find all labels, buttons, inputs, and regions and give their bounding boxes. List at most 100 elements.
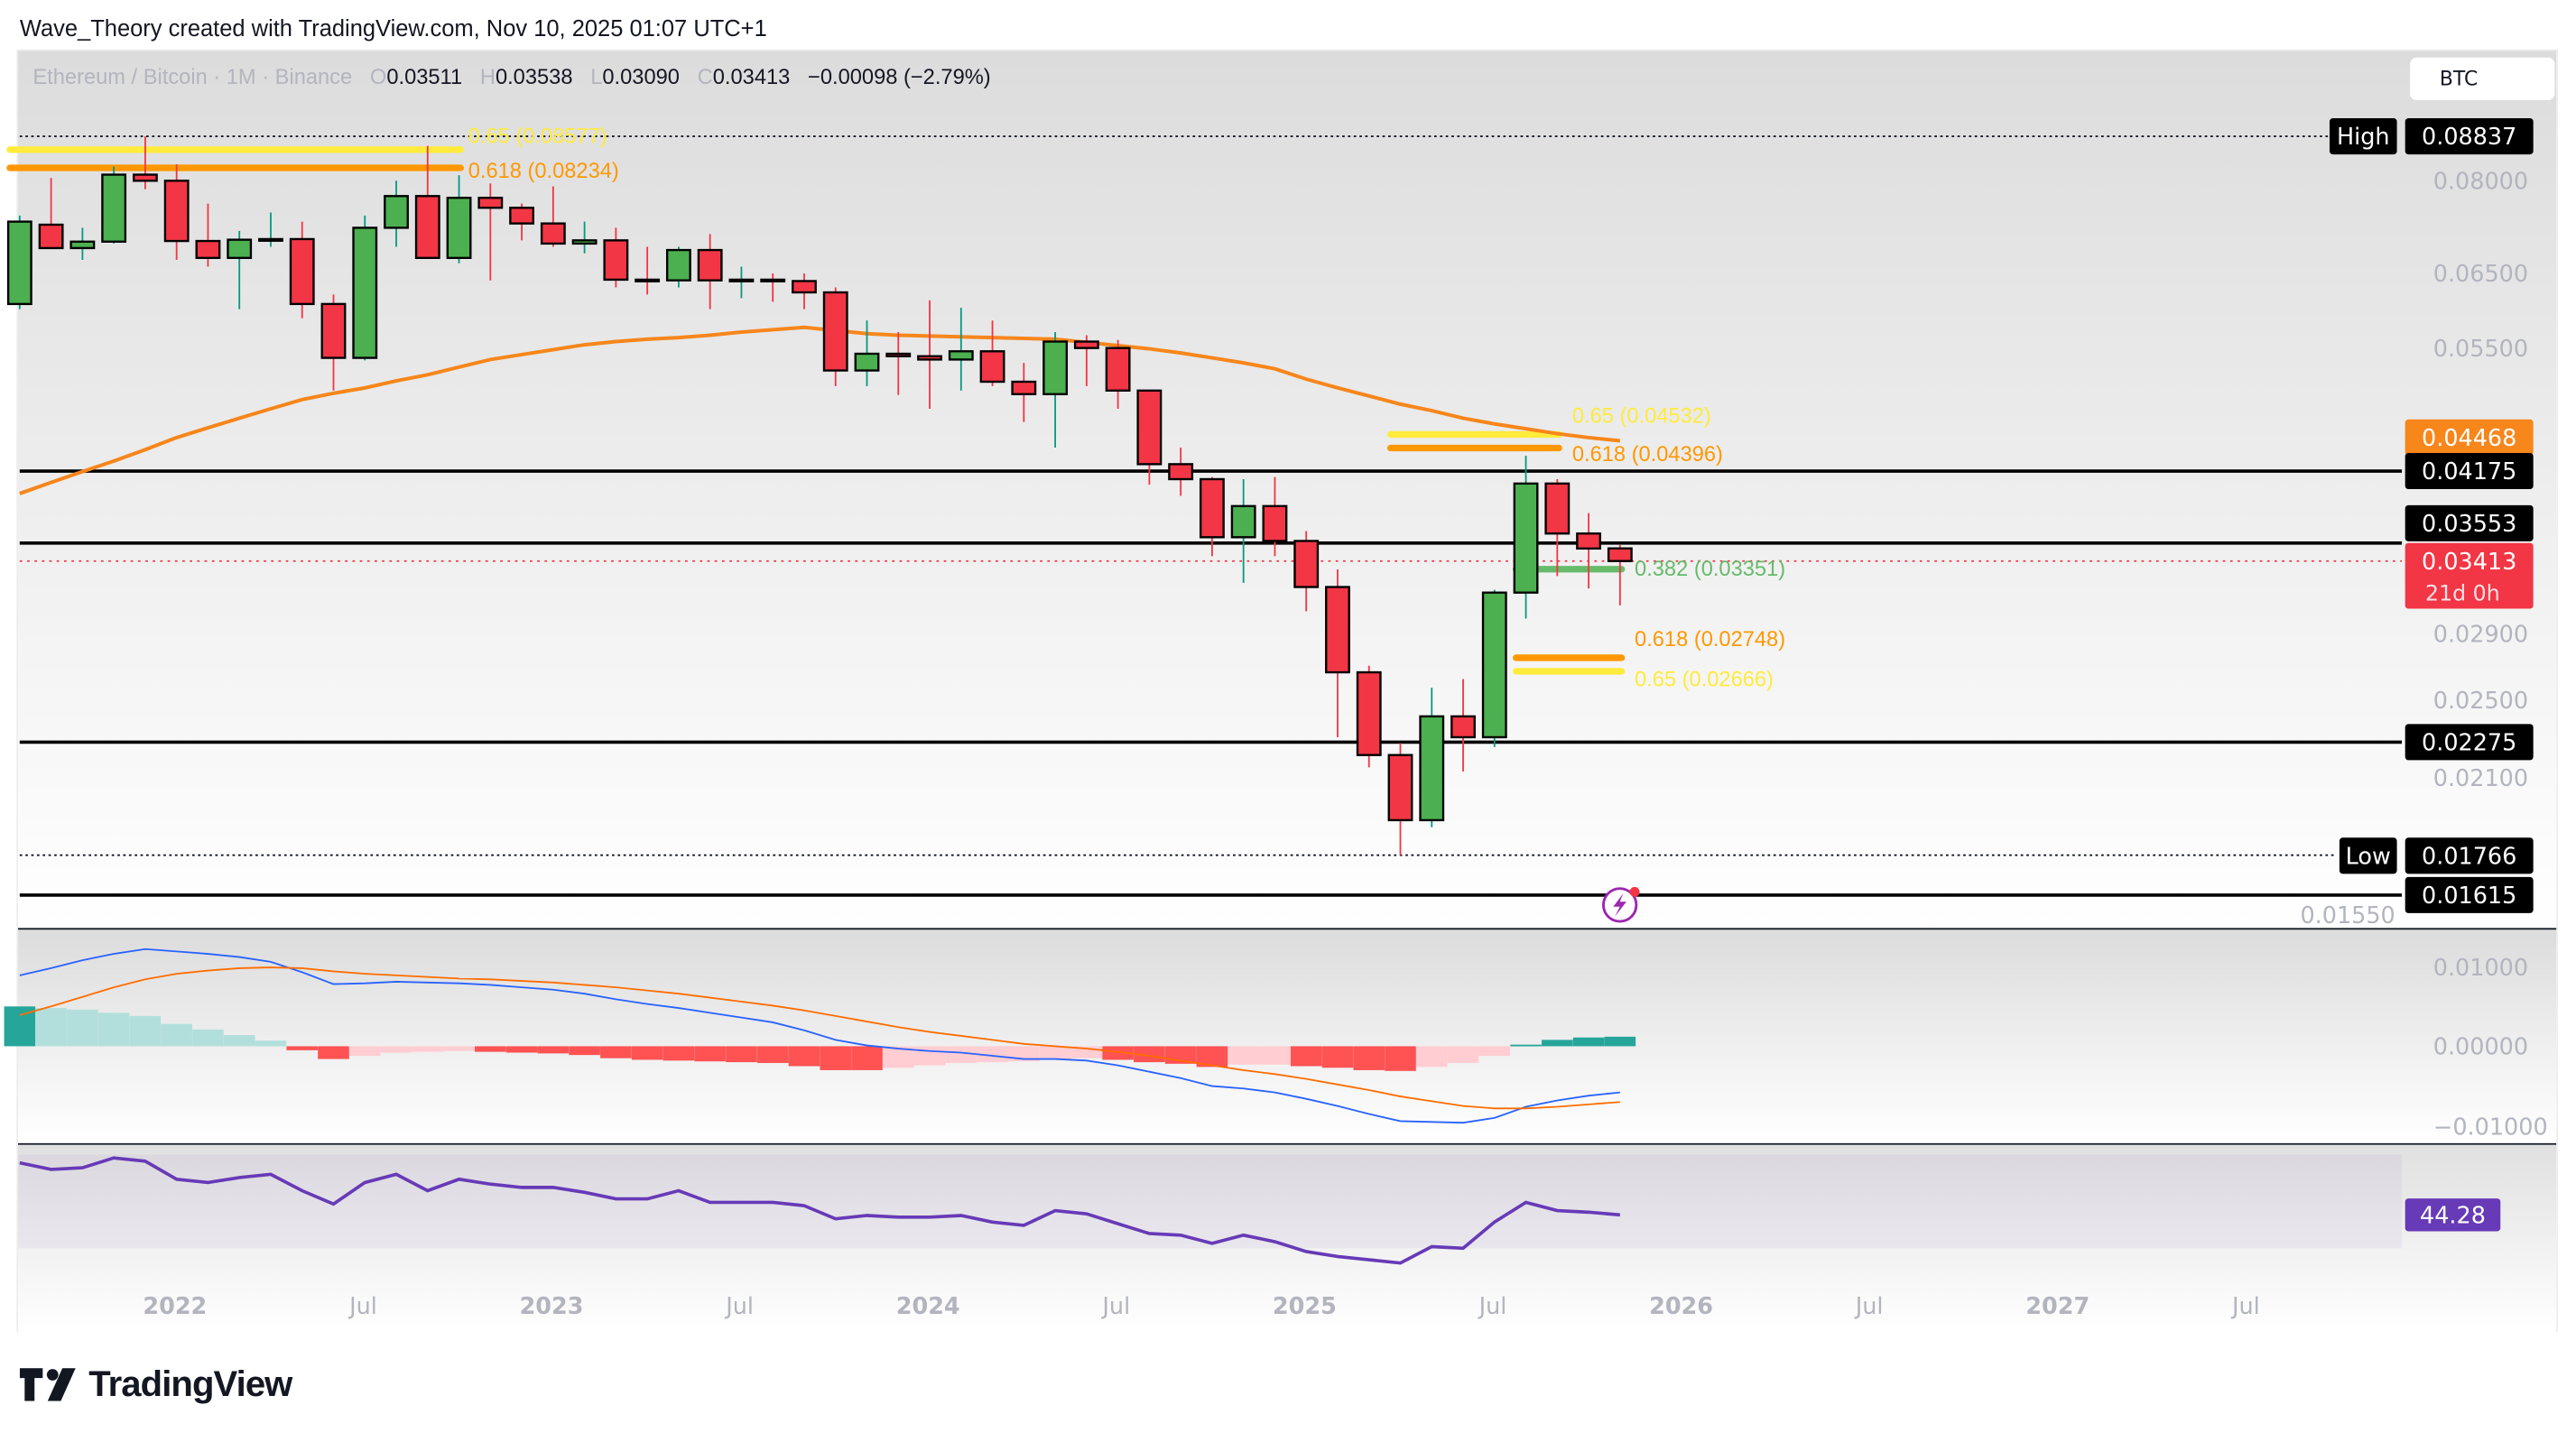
candle-2022-08: [384, 180, 409, 247]
fib-level-label: 0.382 (0.03351): [1635, 558, 1785, 581]
fib-level-label: 0.65 (0.08577): [468, 125, 607, 149]
low-tag-bg: [2339, 837, 2397, 874]
macd-histogram-bar: [726, 1046, 757, 1063]
candle-body: [258, 237, 283, 242]
macd-histogram-bar: [1478, 1046, 1511, 1057]
level-price-tag: 0.03553: [2422, 511, 2516, 538]
candle-body: [697, 248, 723, 282]
signal-line: [19, 966, 1620, 1110]
price-tick-label: 0.05500: [2433, 336, 2528, 363]
low-price-tag: 0.01766: [2422, 843, 2516, 870]
tradingview-logo[interactable]: TradingView: [19, 1363, 292, 1406]
price-tick-label: 0.08000: [2433, 168, 2528, 195]
open-value: 0.03511: [386, 63, 463, 89]
candle-2023-05: [665, 246, 691, 288]
currency-button[interactable]: BTC: [2410, 57, 2555, 101]
level-price-tag: 0.02275: [2422, 729, 2516, 756]
candle-body: [6, 220, 32, 306]
candle-2022-12: [509, 203, 535, 241]
symbol-legend: Ethereum / Bitcoin · 1M · Binance O0.035…: [32, 64, 990, 88]
macd-histogram-bar: [1353, 1046, 1385, 1070]
candle-2024-11: [1230, 478, 1256, 583]
candle-body: [979, 350, 1005, 384]
candle-body: [635, 278, 661, 282]
candle-2025-04: [1387, 743, 1413, 855]
candle-body: [1199, 477, 1225, 539]
time-tick-label: Jul: [1478, 1293, 1507, 1320]
macd-histogram-bar: [318, 1046, 349, 1059]
candle-body: [854, 352, 880, 372]
candle-2022-11: [477, 183, 504, 281]
candle-2024-07: [1105, 339, 1131, 410]
macd-tick-label: 0.00000: [2433, 1034, 2528, 1061]
candle-2023-12: [885, 331, 912, 395]
candle-2023-11: [854, 320, 880, 386]
candle-body: [1576, 532, 1602, 550]
macd-histogram-bar: [348, 1046, 381, 1057]
macd-histogram-bar: [129, 1015, 162, 1047]
rsi-band: [18, 1154, 2403, 1249]
low-tag: Low: [2346, 843, 2391, 870]
fib-level-label: 0.65 (0.02666): [1635, 668, 1774, 691]
candle-body: [1230, 504, 1256, 539]
time-tick-label: Jul: [1100, 1293, 1130, 1320]
candle-body: [822, 291, 848, 372]
macd-histogram-bar: [1510, 1044, 1542, 1047]
high-tag-bg: [2329, 118, 2397, 155]
level-price-tag-bg: [2405, 504, 2534, 541]
candle-2022-02: [195, 203, 221, 267]
candle-body: [38, 223, 64, 250]
macd-histogram-bar: [1196, 1046, 1228, 1068]
macd-histogram-bar: [1542, 1040, 1573, 1047]
candle-body: [1450, 715, 1476, 739]
candle-body: [1387, 753, 1413, 822]
candle-body: [1481, 591, 1507, 739]
candle-body: [1042, 340, 1069, 395]
macd-histogram-bar: [820, 1046, 852, 1070]
price-tick-label: 0.01550: [2300, 902, 2395, 929]
high-price-tag: 0.08837: [2422, 124, 2516, 151]
price-tick-label: 0.06500: [2433, 261, 2528, 288]
candle-2023-04: [635, 246, 661, 295]
candle-body: [446, 197, 472, 260]
macd-histogram-bar: [1604, 1036, 1636, 1047]
candle-body: [1011, 380, 1037, 395]
macd-histogram-bar: [882, 1046, 914, 1068]
candle-2025-02: [1325, 568, 1350, 737]
high-label: H: [479, 63, 496, 89]
candle-body: [917, 355, 942, 361]
candle-body: [227, 238, 253, 260]
candle-body: [1168, 463, 1194, 481]
candle-body: [195, 239, 221, 260]
price-tick-label: 0.02500: [2433, 688, 2528, 715]
candle-body: [289, 237, 315, 306]
ema-line: [19, 325, 1621, 495]
candle-body: [1356, 670, 1382, 756]
macd-histogram-bar: [443, 1046, 475, 1051]
symbol-name[interactable]: Ethereum / Bitcoin · 1M · Binance: [32, 63, 353, 89]
candle-2025-03: [1356, 665, 1382, 768]
candle-body: [477, 197, 504, 209]
candle-2022-10: [446, 175, 472, 263]
macd-histogram-bar: [97, 1012, 130, 1047]
icon-bolt: [1613, 893, 1626, 917]
macd-histogram-bar: [1039, 1046, 1071, 1059]
close-value: 0.03413: [712, 63, 791, 89]
macd-histogram-bar: [286, 1046, 319, 1050]
candle-2024-04: [1011, 363, 1037, 422]
macd-histogram-bar: [663, 1046, 695, 1061]
candle-body: [320, 302, 347, 359]
candle-body: [760, 278, 786, 282]
time-tick-label: Jul: [724, 1293, 754, 1320]
macd-histogram-bar: [1134, 1046, 1165, 1063]
level-price-tag-bg: [2405, 453, 2534, 490]
macd-histogram-bar: [1447, 1046, 1479, 1063]
ema-price-tag: 0.04468: [2422, 425, 2516, 452]
price-tick-label: 0.02900: [2433, 621, 2528, 648]
event-lightning-icon: [1602, 886, 1640, 923]
bar-countdown: 21d 0h: [2425, 580, 2500, 605]
time-tick-label: Jul: [347, 1293, 377, 1320]
candle-2024-06: [1073, 335, 1099, 386]
price-pane-bg: [18, 51, 2557, 929]
